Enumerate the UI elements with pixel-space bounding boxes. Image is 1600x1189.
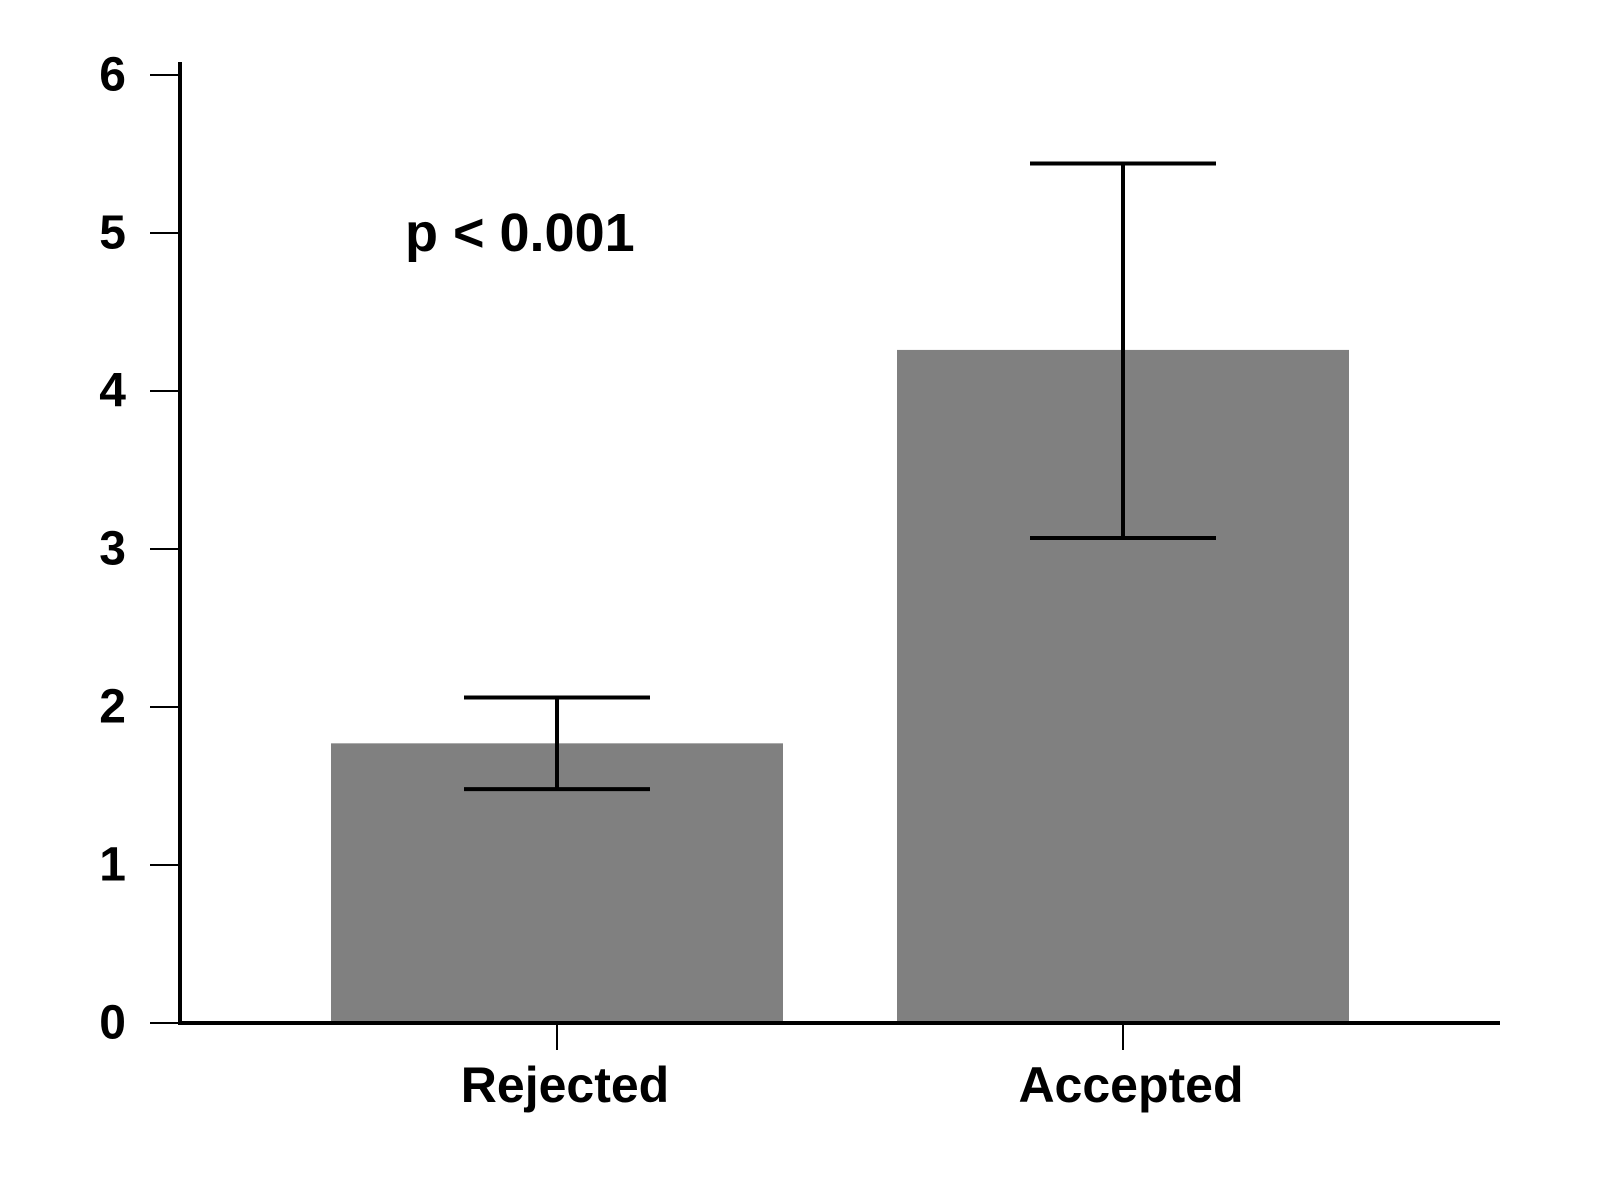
y-tick-label-5: 5 — [99, 207, 126, 260]
bars-layer — [331, 349, 1349, 1023]
y-tick-label-6: 6 — [99, 49, 126, 102]
axes-layer — [150, 62, 1500, 1050]
y-tick-label-3: 3 — [99, 523, 126, 576]
p-value-annotation: p < 0.001 — [405, 203, 635, 263]
y-tick-label-1: 1 — [99, 839, 126, 892]
y-tick-label-2: 2 — [99, 681, 126, 734]
y-tick-label-0: 0 — [99, 997, 126, 1050]
error-bars-layer — [464, 161, 1216, 792]
x-tick-label-rejected: Rejected — [461, 1057, 669, 1113]
labels-layer: 0 1 2 3 4 5 6 Rejected Accepted — [99, 49, 1243, 1114]
y-tick-label-4: 4 — [99, 365, 126, 418]
x-tick-label-accepted: Accepted — [1018, 1057, 1243, 1113]
